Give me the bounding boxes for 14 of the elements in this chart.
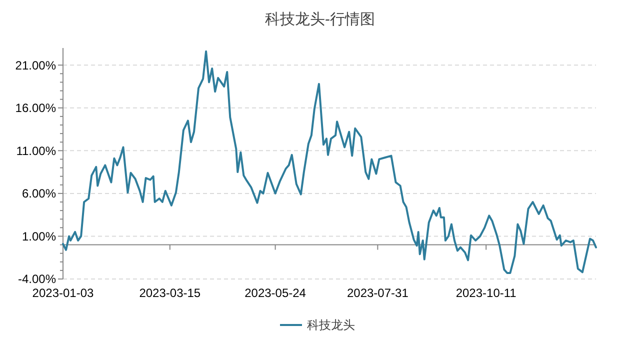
chart-title: 科技龙头-行情图 <box>265 11 375 28</box>
x-tick-label: 2023-03-15 <box>139 286 201 300</box>
x-tick-label: 2023-01-03 <box>32 286 94 300</box>
y-tick-label: 1.00% <box>22 229 56 244</box>
x-tick-label: 2023-05-24 <box>244 286 306 300</box>
x-tick-label: 2023-07-31 <box>346 286 409 300</box>
y-tick-label: 6.00% <box>22 186 56 201</box>
y-tick-label: 11.00% <box>16 144 56 158</box>
x-tick-label: 2023-10-11 <box>456 286 517 300</box>
y-tick-label: -4.00% <box>18 272 56 286</box>
line-series <box>62 50 597 274</box>
y-tick-label: 16.00% <box>15 101 56 116</box>
y-tick-label: 21.00% <box>15 58 56 72</box>
legend-label: 科技龙头 <box>307 318 355 332</box>
